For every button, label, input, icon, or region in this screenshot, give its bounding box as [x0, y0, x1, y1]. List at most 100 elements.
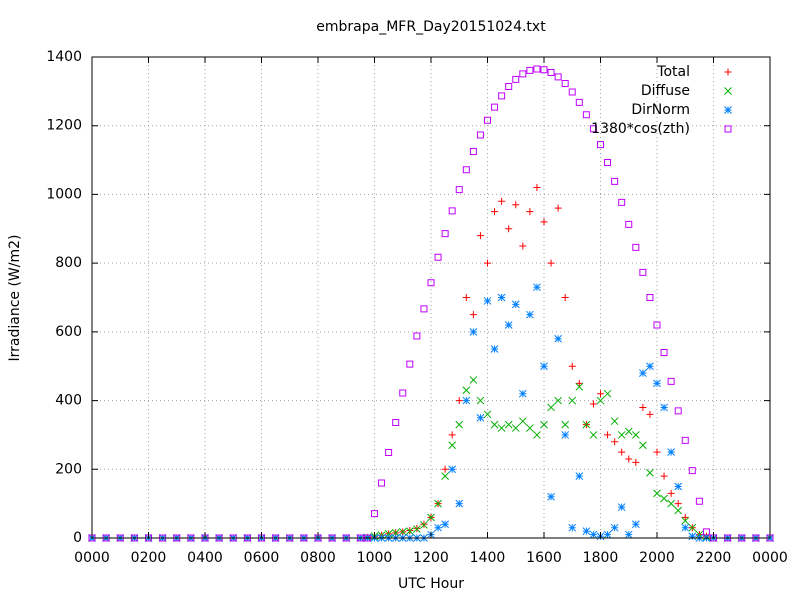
point: [667, 448, 675, 456]
point: [187, 534, 195, 542]
point: [660, 494, 668, 503]
point: [561, 431, 570, 439]
point: [378, 479, 386, 487]
point: [455, 397, 463, 405]
point: [688, 467, 696, 475]
y-tick-label: 400: [55, 393, 82, 409]
point: [392, 419, 400, 427]
point: [554, 73, 562, 81]
point: [448, 431, 456, 439]
point: [448, 465, 457, 474]
point: [554, 334, 562, 343]
point: [681, 523, 690, 532]
point: [405, 527, 414, 535]
point: [646, 362, 654, 371]
point: [568, 88, 576, 96]
point: [554, 204, 562, 212]
legend-label: 1380*cos(zth): [591, 121, 690, 137]
point: [575, 472, 584, 481]
point: [314, 534, 322, 542]
x-tick-label: 0000: [74, 550, 110, 566]
point: [413, 525, 421, 533]
x-tick-label: 1800: [583, 550, 619, 566]
point: [518, 417, 527, 426]
point: [88, 534, 96, 542]
point: [483, 297, 492, 305]
point: [243, 534, 251, 542]
point: [491, 208, 499, 216]
point: [462, 166, 470, 174]
point: [575, 98, 583, 106]
point: [596, 396, 605, 405]
point: [582, 420, 591, 429]
point: [702, 528, 710, 536]
point: [526, 66, 534, 74]
point: [617, 503, 626, 511]
point: [724, 534, 732, 542]
point: [710, 534, 717, 542]
x-tick-label: 0800: [300, 550, 336, 566]
point: [145, 534, 152, 542]
point: [300, 534, 308, 542]
point: [272, 534, 280, 542]
point: [504, 321, 513, 329]
point: [490, 345, 499, 353]
point: [752, 534, 760, 542]
point: [505, 225, 513, 233]
point: [766, 534, 774, 542]
point: [681, 516, 690, 525]
point: [469, 328, 478, 336]
point: [568, 523, 577, 532]
point: [632, 458, 640, 466]
point: [406, 360, 414, 368]
point: [631, 520, 640, 529]
point: [102, 534, 110, 542]
point: [660, 403, 668, 412]
point: [512, 75, 520, 83]
point: [667, 499, 675, 508]
point: [674, 407, 682, 415]
point: [561, 420, 570, 429]
point: [674, 482, 683, 491]
point: [540, 362, 548, 371]
x-tick-label: 0600: [244, 550, 280, 566]
point: [385, 448, 393, 456]
point: [582, 111, 590, 119]
point: [448, 441, 457, 450]
point: [540, 66, 548, 74]
point: [526, 310, 534, 319]
point: [653, 379, 661, 388]
legend-label: Total: [656, 64, 690, 80]
x-tick-label: 2000: [639, 550, 675, 566]
point: [624, 427, 633, 436]
point: [518, 389, 527, 398]
point: [363, 534, 371, 542]
x-tick-label: 0000: [752, 550, 788, 566]
point: [681, 513, 689, 521]
point: [667, 377, 675, 385]
point: [674, 506, 683, 515]
x-tick-label: 1400: [470, 550, 506, 566]
point: [455, 499, 464, 508]
point: [511, 424, 520, 432]
x-tick-label: 1200: [413, 550, 449, 566]
point: [476, 413, 485, 422]
point: [660, 472, 668, 480]
point: [511, 300, 520, 309]
point: [603, 389, 612, 398]
point: [420, 305, 428, 313]
point: [547, 403, 555, 412]
point: [469, 376, 478, 384]
point: [519, 242, 527, 250]
point: [582, 527, 591, 535]
point: [434, 523, 442, 532]
point: [483, 410, 492, 419]
point: [575, 379, 583, 387]
point: [526, 424, 534, 432]
point: [427, 513, 435, 522]
point: [540, 218, 548, 226]
point: [201, 534, 209, 542]
point: [604, 158, 612, 166]
point: [589, 530, 598, 539]
point: [519, 70, 527, 78]
